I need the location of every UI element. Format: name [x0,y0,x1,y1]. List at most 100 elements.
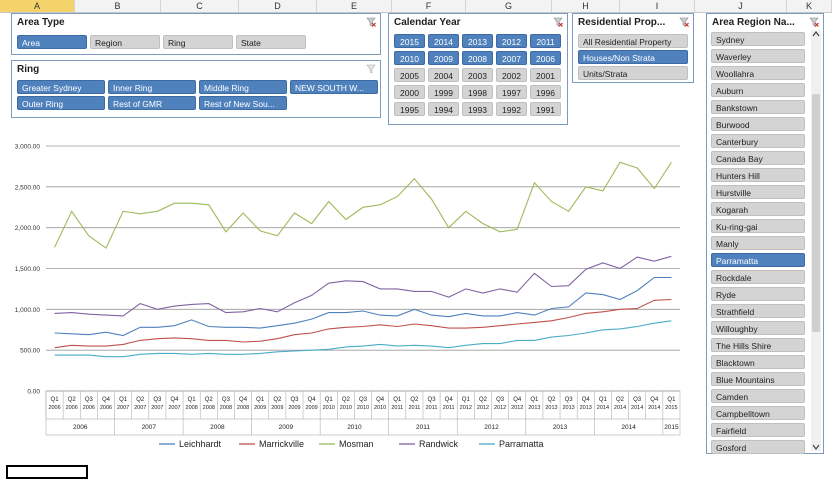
slicer-item-region-ku-ring-gai[interactable]: Ku-ring-gai [711,219,805,233]
slicer-item-houses-non-strata[interactable]: Houses/Non Strata [578,50,688,64]
column-header-e[interactable]: E [317,0,392,12]
slicer-ring: Ring Greater Sydney Inner Ring Middle Ri… [11,60,381,118]
x-tick-quarter: Q1 [667,397,676,403]
slicer-item-region-blue-mountains[interactable]: Blue Mountains [711,372,805,386]
slicer-item-year-2012[interactable]: 2012 [496,34,527,48]
scrollbar-thumb[interactable] [812,94,820,332]
slicer-item-year-2014[interactable]: 2014 [428,34,459,48]
x-tick-year: 2014 [597,405,609,411]
slicer-item-area[interactable]: Area [17,35,87,49]
column-header-c[interactable]: C [161,0,239,12]
slicer-item-state[interactable]: State [236,35,306,49]
slicer-item-region-blacktown[interactable]: Blacktown [711,355,805,369]
slicer-item-year-2015[interactable]: 2015 [394,34,425,48]
slicer-item-region[interactable]: Region [90,35,160,49]
slicer-item-year-2000[interactable]: 2000 [394,85,425,99]
slicer-item-year-2005[interactable]: 2005 [394,68,425,82]
slicer-item-year-2004[interactable]: 2004 [428,68,459,82]
slicer-item-year-2001[interactable]: 2001 [530,68,561,82]
slicer-item-rest-of-nsw[interactable]: Rest of New Sou... [199,96,287,110]
column-header-f[interactable]: F [392,0,466,12]
slicer-item-year-1991[interactable]: 1991 [530,102,561,116]
slicer-item-region-bankstown[interactable]: Bankstown [711,100,805,114]
slicer-item-region-the-hills-shire[interactable]: The Hills Shire [711,338,805,352]
slicer-item-year-1997[interactable]: 1997 [496,85,527,99]
slicer-item-year-2013[interactable]: 2013 [462,34,493,48]
slicer-item-year-2010[interactable]: 2010 [394,51,425,65]
slicer-item-year-1993[interactable]: 1993 [462,102,493,116]
slicer-item-greater-sydney[interactable]: Greater Sydney [17,80,105,94]
slicer-item-year-1994[interactable]: 1994 [428,102,459,116]
slicer-item-region-ryde[interactable]: Ryde [711,287,805,301]
column-header-k[interactable]: K [787,0,832,12]
slicer-item-year-1998[interactable]: 1998 [462,85,493,99]
slicer-item-inner-ring[interactable]: Inner Ring [108,80,196,94]
slicer-item-region-canada-bay[interactable]: Canada Bay [711,151,805,165]
x-tick-year: 2013 [528,405,540,411]
slicer-item-region-sydney[interactable]: Sydney [711,32,805,46]
series-line-mosman [54,161,672,249]
clear-filter-icon[interactable] [553,17,563,27]
slicer-item-year-2007[interactable]: 2007 [496,51,527,65]
slicer-item-region-burwood[interactable]: Burwood [711,117,805,131]
slicer-item-year-2009[interactable]: 2009 [428,51,459,65]
slicer-item-region-rockdale[interactable]: Rockdale [711,270,805,284]
slicer-item-nsw[interactable]: NEW SOUTH W... [290,80,378,94]
scroll-down-arrow-icon[interactable] [812,444,820,450]
slicer-item-year-2002[interactable]: 2002 [496,68,527,82]
slicer-item-rest-of-gmr[interactable]: Rest of GMR [108,96,196,110]
slicer-item-region-willoughby[interactable]: Willoughby [711,321,805,335]
slicer-item-region-hunters-hill[interactable]: Hunters Hill [711,168,805,182]
slicer-item-middle-ring[interactable]: Middle Ring [199,80,287,94]
column-header-i[interactable]: I [620,0,695,12]
slicer-item-region-kogarah[interactable]: Kogarah [711,202,805,216]
x-tick-quarter: Q3 [222,397,231,403]
scroll-up-arrow-icon[interactable] [812,31,820,37]
x-tick-year: 2008 [186,405,198,411]
slicer-item-region-hurstville[interactable]: Hurstville [711,185,805,199]
slicer-item-year-1996[interactable]: 1996 [530,85,561,99]
x-tick-year: 2011 [391,405,403,411]
column-header-b[interactable]: B [75,0,161,12]
column-header-h[interactable]: H [552,0,620,12]
slicer-item-region-woollahra[interactable]: Woollahra [711,66,805,80]
slicer-item-year-2003[interactable]: 2003 [462,68,493,82]
slicer-item-region-auburn[interactable]: Auburn [711,83,805,97]
slicer-item-ring[interactable]: Ring [163,35,233,49]
clear-filter-icon[interactable] [366,17,376,27]
slicer-title: Residential Prop... [578,17,666,28]
slicer-item-units-strata[interactable]: Units/Strata [578,66,688,80]
clear-filter-icon[interactable] [809,17,819,27]
clear-filter-icon[interactable] [366,64,376,74]
slicer-item-year-1992[interactable]: 1992 [496,102,527,116]
series-line-marrickville [54,298,672,349]
clear-filter-icon[interactable] [679,17,689,27]
slicer-item-region-canterbury[interactable]: Canterbury [711,134,805,148]
x-tick-quarter: Q2 [616,397,625,403]
column-header-j[interactable]: J [695,0,787,12]
column-header-a[interactable]: A [0,0,75,12]
slicer-item-region-parramatta[interactable]: Parramatta [711,253,805,267]
column-header-d[interactable]: D [239,0,317,12]
column-header-g[interactable]: G [466,0,552,12]
slicer-item-region-camden[interactable]: Camden [711,389,805,403]
region-scrollbar[interactable] [811,30,821,451]
slicer-item-region-gosford[interactable]: Gosford [711,440,805,454]
slicer-item-year-2011[interactable]: 2011 [530,34,561,48]
slicer-item-region-campbelltown[interactable]: Campbelltown [711,406,805,420]
slicer-item-outer-ring[interactable]: Outer Ring [17,96,105,110]
slicer-item-region-strathfield[interactable]: Strathfield [711,304,805,318]
slicer-item-year-1999[interactable]: 1999 [428,85,459,99]
x-year-group-label: 2014 [621,424,636,431]
x-tick-year: 2006 [48,405,60,411]
x-year-group-label: 2011 [416,424,430,431]
x-tick-year: 2009 [254,405,266,411]
slicer-item-year-1995[interactable]: 1995 [394,102,425,116]
slicer-item-year-2006[interactable]: 2006 [530,51,561,65]
slicer-item-year-2008[interactable]: 2008 [462,51,493,65]
slicer-item-region-fairfield[interactable]: Fairfield [711,423,805,437]
x-tick-quarter: Q4 [445,397,454,403]
slicer-item-all-residential[interactable]: All Residential Property [578,34,688,48]
slicer-item-region-manly[interactable]: Manly [711,236,805,250]
slicer-item-region-waverley[interactable]: Waverley [711,49,805,63]
